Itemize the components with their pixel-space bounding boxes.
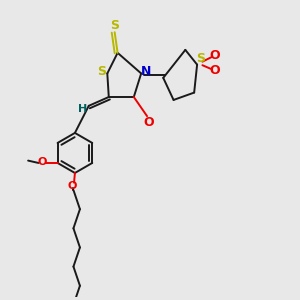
Text: S: S: [97, 64, 106, 78]
Text: O: O: [38, 158, 47, 167]
Text: O: O: [209, 64, 220, 77]
Text: O: O: [209, 49, 220, 62]
Text: O: O: [143, 116, 154, 129]
Text: O: O: [68, 181, 77, 191]
Text: S: S: [110, 19, 119, 32]
Text: S: S: [196, 52, 206, 65]
Text: H: H: [78, 104, 88, 114]
Text: N: N: [140, 64, 151, 78]
